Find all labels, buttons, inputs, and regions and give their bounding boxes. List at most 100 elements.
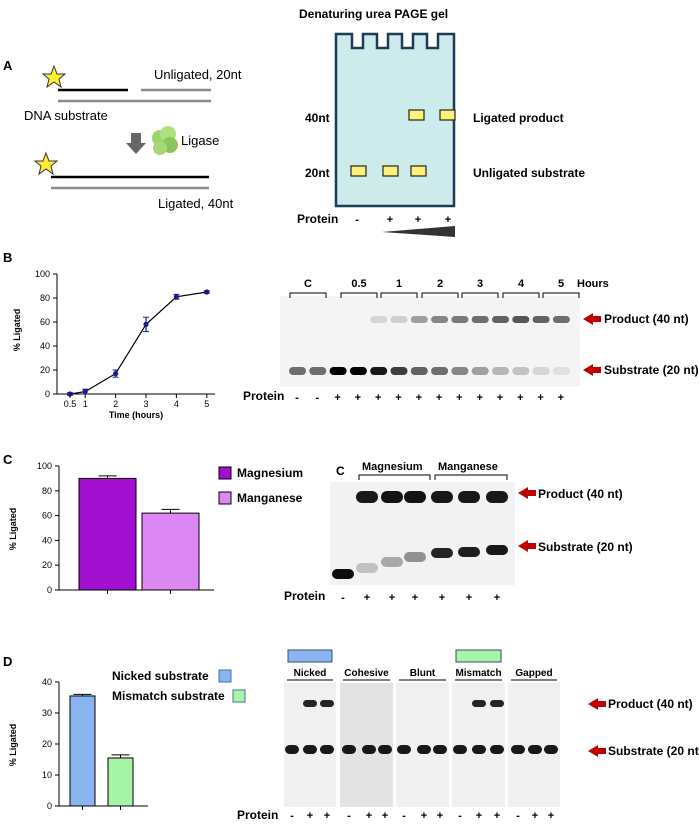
time-group-bracket [461, 292, 499, 298]
substrate-band [492, 367, 509, 375]
gel-c-bands [332, 491, 508, 579]
substrate-band [552, 367, 570, 375]
time-group-bracket [542, 292, 580, 298]
lane-sign: + [375, 392, 381, 404]
substrate-band [378, 745, 392, 754]
legend-swatch [232, 689, 246, 703]
substrate-band [349, 367, 367, 375]
ligase-icon [152, 126, 178, 155]
x-tick-label: 1 [83, 399, 88, 409]
substrate-arrow-icon [588, 745, 606, 757]
gel-b-bands [289, 316, 570, 375]
lane-sign: + [364, 592, 370, 604]
lane-sign: + [494, 810, 500, 822]
substrate-band [532, 367, 550, 375]
ligase-label: Ligase [181, 133, 219, 148]
product-band [303, 700, 317, 707]
substrate-band [309, 367, 327, 375]
lane-sign: + [415, 214, 421, 226]
time-group-label: 4 [518, 278, 525, 290]
gel-band-20nt [382, 165, 399, 177]
data-point [204, 289, 210, 295]
lane-sign: - [295, 392, 299, 404]
lane-sign: + [497, 392, 503, 404]
data-point [143, 321, 149, 327]
y-tick-label: 0 [45, 389, 50, 399]
substrate-band [342, 745, 356, 754]
lane-sign: + [416, 392, 422, 404]
substrate-band [451, 367, 469, 375]
product-band [486, 491, 508, 503]
y-tick-label: 30 [42, 708, 52, 718]
lane-sign: - [516, 810, 520, 822]
lane-sign: + [439, 592, 445, 604]
time-group-bracket [502, 292, 540, 298]
lane-sign: + [532, 810, 538, 822]
product-band [370, 316, 388, 323]
y-tick-label: 80 [40, 293, 50, 303]
lane-sign: - [347, 810, 351, 822]
lane-sign: + [389, 592, 395, 604]
substrate-band [370, 367, 388, 375]
lane-sign: - [355, 214, 359, 226]
x-tick-label: 0.5 [64, 399, 77, 409]
substrate-band [511, 745, 525, 754]
lane-signs-d: - + + - + + - + + - + + - + + [290, 810, 554, 822]
lane-sign: - [341, 592, 345, 604]
lane-sign: + [412, 592, 418, 604]
substrate-label-b: Substrate (20 nt) [604, 363, 699, 377]
gel-c-control-label: C [336, 464, 345, 478]
y-tick-label: 40 [40, 341, 50, 351]
fluorophore-star-icon [41, 64, 67, 89]
lane-sign: + [445, 214, 451, 226]
lane-sign: + [548, 810, 554, 822]
lane-sign: + [355, 392, 361, 404]
data-point [113, 371, 119, 377]
manganese-group-label: Manganese [438, 461, 498, 473]
substrate-band [285, 745, 299, 754]
gel-panel-label: Nicked [294, 668, 327, 679]
product-band [532, 316, 550, 323]
substrate-band [528, 745, 542, 754]
fluorophore-star-icon [33, 151, 59, 176]
product-label-c: Product (40 nt) [538, 487, 623, 501]
lane-sign: + [476, 810, 482, 822]
schematic-gel [334, 32, 456, 208]
data-point [173, 294, 179, 300]
concentration-gradient-wedge [382, 226, 455, 237]
lane-sign: - [402, 810, 406, 822]
lane-sign: - [458, 810, 462, 822]
product-band [472, 700, 486, 707]
y-tick-label: 10 [42, 770, 52, 780]
substrate-band [329, 367, 347, 375]
lane-sign: - [315, 392, 319, 404]
down-arrow-icon [126, 133, 146, 154]
substrate-band [397, 745, 411, 754]
y-axis-label: % Ligated [8, 724, 18, 767]
ligated-label: Ligated, 40nt [158, 196, 234, 211]
time-group-bracket [421, 292, 459, 298]
gel-panel-label: Gapped [515, 668, 552, 679]
time-group-label: 0.5 [351, 278, 366, 290]
time-group-bracket [340, 292, 378, 298]
y-tick-label: 0 [47, 585, 52, 595]
y-tick-label: 20 [42, 560, 52, 570]
dna-substrate-label: DNA substrate [24, 108, 108, 123]
product-band [458, 491, 480, 503]
lane-sign: + [558, 392, 564, 404]
product-band [512, 316, 530, 323]
legend-label: Mismatch substrate [112, 689, 225, 703]
product-label-d: Product (40 nt) [608, 697, 693, 711]
y-tick-label: 20 [40, 365, 50, 375]
x-axis-label: Time (hours) [109, 410, 163, 420]
gel-panel-label: Cohesive [344, 668, 389, 679]
substrate-band [417, 745, 431, 754]
product-arrow-icon [518, 487, 536, 499]
manganese-bracket [434, 474, 508, 480]
product-arrow-icon [583, 313, 601, 325]
x-tick-label: 2 [113, 399, 118, 409]
x-tick-label: 3 [143, 399, 148, 409]
product-band [390, 316, 408, 323]
protein-label: Protein [297, 212, 338, 226]
substrate-band [320, 745, 334, 754]
